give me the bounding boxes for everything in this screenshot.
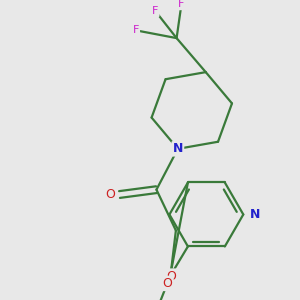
Text: F: F — [133, 25, 139, 35]
Text: F: F — [152, 6, 158, 16]
Text: N: N — [172, 142, 183, 155]
Text: F: F — [178, 0, 184, 9]
Text: O: O — [105, 188, 115, 201]
Text: O: O — [166, 270, 176, 283]
Text: N: N — [250, 208, 260, 221]
Text: O: O — [163, 277, 172, 290]
